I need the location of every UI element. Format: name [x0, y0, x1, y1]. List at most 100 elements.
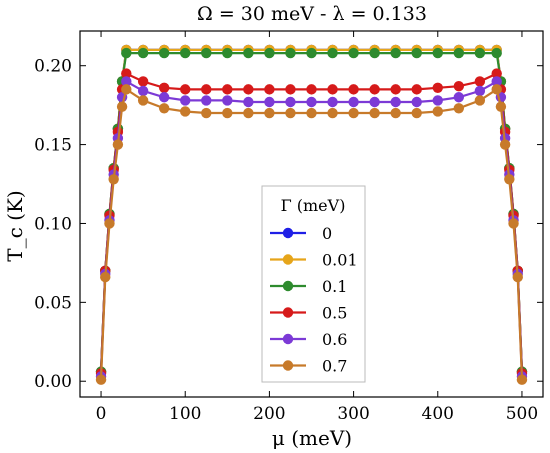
data-point [411, 84, 422, 95]
data-point [158, 103, 170, 114]
legend-label: 0.1 [322, 277, 347, 296]
legend-box [261, 185, 366, 383]
data-point [474, 47, 486, 59]
data-point [390, 107, 401, 119]
series-0.6 [95, 76, 528, 382]
legend-marker [282, 280, 294, 292]
data-point [306, 107, 317, 119]
data-point [474, 95, 486, 106]
data-point [137, 85, 149, 97]
data-point [201, 47, 212, 59]
data-point [474, 85, 486, 97]
legend-entry: 0.5 [270, 304, 347, 323]
y-axis-label: T_c (K) [3, 190, 27, 261]
y-tick-label: 0.20 [34, 57, 72, 77]
x-tick-label: 200 [253, 404, 285, 424]
legend-entries: 0 0.01 0.1 0.5 0.6 0.7 [270, 224, 358, 376]
data-point [108, 174, 119, 185]
data-point [508, 218, 519, 229]
data-point [512, 271, 523, 283]
x-tick-label: 500 [506, 404, 538, 424]
series-layer [95, 44, 528, 385]
y-tick-label: 0.05 [34, 293, 72, 313]
data-point [222, 95, 233, 106]
data-point [348, 96, 359, 108]
data-point [491, 76, 502, 87]
data-point [327, 96, 338, 108]
data-point [100, 271, 111, 283]
data-point [264, 84, 275, 95]
data-point [158, 92, 170, 103]
legend-entry: 0.1 [270, 277, 347, 296]
data-point [116, 101, 128, 112]
data-point [348, 47, 359, 59]
data-point [243, 84, 254, 95]
data-point [222, 84, 233, 95]
legend-entry: 0.6 [270, 330, 347, 349]
x-axis-ticks: 0 100 200 300 400 500 [96, 31, 538, 424]
data-point [137, 76, 149, 87]
data-point [327, 84, 338, 95]
data-point [201, 107, 212, 119]
data-point [285, 107, 296, 119]
data-point [411, 107, 422, 119]
data-point [137, 95, 149, 106]
data-point [222, 107, 233, 119]
x-tick-label: 0 [96, 404, 107, 424]
data-point [453, 81, 465, 92]
data-point [411, 96, 422, 108]
data-point [264, 96, 275, 108]
plot-frame [79, 30, 544, 398]
y-axis-ticks: 0.000.050.100.150.20 [34, 57, 543, 392]
data-point [474, 76, 486, 87]
data-point [504, 174, 515, 185]
legend-entry: 0 [270, 224, 332, 243]
data-point [104, 218, 115, 229]
legend-marker [282, 333, 294, 345]
legend-label: 0.6 [322, 330, 347, 349]
legend-label: 0.01 [322, 251, 358, 270]
legend-marker [282, 227, 294, 239]
data-point [180, 95, 191, 106]
data-point [348, 84, 359, 95]
legend-marker [282, 307, 294, 318]
data-point [285, 84, 296, 95]
x-tick-label: 400 [422, 404, 454, 424]
data-point [369, 47, 380, 59]
data-point [453, 103, 465, 114]
data-point [491, 68, 502, 79]
data-point [369, 107, 380, 119]
data-point [121, 47, 132, 59]
data-point [432, 82, 443, 93]
data-point [95, 374, 107, 385]
data-point [243, 47, 254, 59]
data-point [495, 101, 507, 112]
data-point [491, 47, 502, 59]
data-point [121, 76, 132, 87]
data-point [243, 96, 254, 108]
data-point [306, 84, 317, 95]
data-point [243, 107, 254, 119]
data-point [327, 47, 338, 59]
data-point [453, 47, 465, 59]
data-point [369, 84, 380, 95]
y-tick-label: 0.15 [34, 136, 72, 156]
y-tick-label: 0.10 [34, 214, 72, 234]
data-point [180, 84, 191, 95]
data-point [432, 95, 443, 106]
data-point [180, 106, 191, 117]
legend-label: 0 [322, 224, 332, 243]
data-point [432, 47, 443, 59]
data-point [285, 96, 296, 108]
data-point [306, 47, 317, 59]
data-point [348, 107, 359, 119]
data-point [137, 47, 149, 59]
data-point [499, 139, 511, 150]
data-point [306, 96, 317, 108]
data-point [327, 107, 338, 119]
data-point [201, 84, 212, 95]
data-point [222, 47, 233, 59]
data-point [390, 84, 401, 95]
series-0.7 [95, 84, 528, 385]
